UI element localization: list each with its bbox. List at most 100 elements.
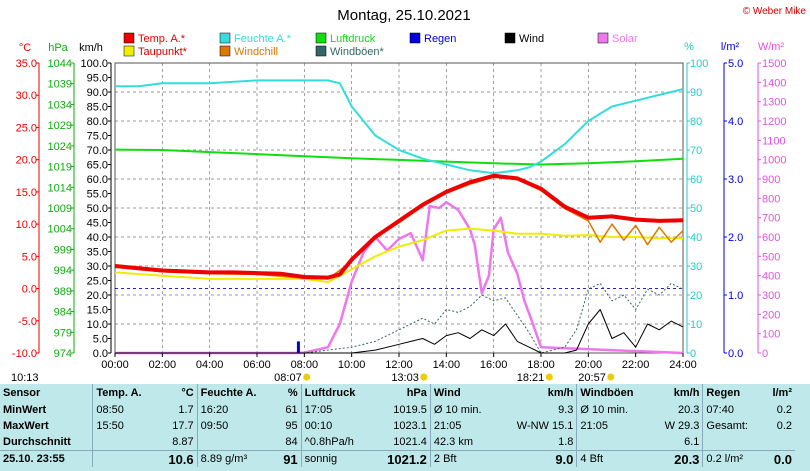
legend-label: Windchill: [234, 46, 278, 58]
wind-axis-tick-label: 10.0: [87, 319, 108, 331]
summary-cell: °C: [181, 387, 194, 399]
summary-cell: 1023.1: [393, 420, 427, 432]
wind-axis-tick-label: 95.0: [87, 73, 108, 85]
wind-axis-tick-label: 40.0: [87, 232, 108, 244]
summary-cell: Windböen: [576, 384, 652, 402]
wind-axis-tick-label: 60.0: [87, 174, 108, 186]
humidity-axis-tick-label: 80: [690, 116, 702, 128]
x-tick-label: 00:00: [101, 359, 129, 371]
summary-cell: 1.8: [558, 436, 574, 448]
wind-axis-tick-label: 0.0: [93, 348, 108, 360]
solar-axis-tick-label: 1200: [762, 116, 786, 128]
rain-axis-tick-label: 4.0: [728, 116, 743, 128]
pressure-axis-tick-label: 1014: [48, 182, 72, 194]
x-tick-label: 20:00: [575, 359, 603, 371]
wind-axis-tick-label: 80.0: [87, 116, 108, 128]
summary-cell: W 29.3: [664, 420, 700, 432]
summary-header-row: Sensor Temp. A. °C Feuchte A.% Luftdruck hPa W…: [0, 384, 795, 402]
pressure-axis-tick-label: 1004: [48, 224, 72, 236]
humidity-axis-tick-label: 70: [690, 145, 702, 157]
wind-axis-tick-label: 15.0: [87, 305, 108, 317]
summary-cell: 0.2: [776, 404, 792, 416]
rain-axis-tick-label: 0.0: [728, 348, 743, 360]
summary-cell: 08:50: [92, 402, 158, 418]
summary-cell: [576, 434, 652, 451]
event-label: 20:57: [578, 372, 606, 384]
x-tick-label: 04:00: [196, 359, 224, 371]
wind-axis-tick-label: 20.0: [87, 290, 108, 302]
wind-axis-tick-label: 50.0: [87, 203, 108, 215]
legend-label: Regen: [424, 33, 456, 45]
summary-cell: Ø 10 min.: [576, 402, 652, 418]
pressure-axis-tick-label: 1039: [48, 79, 72, 91]
summary-cell: 91: [274, 450, 302, 467]
pressure-axis-tick-label: 1009: [48, 203, 72, 215]
summary-row: Durchschnitt 8.87 84 ^0.8hPa/h 1021.4 42.3 km…: [0, 434, 795, 451]
x-tick-label: 14:00: [433, 359, 461, 371]
temp-axis-tick-label: 25.0: [16, 122, 37, 134]
summary-cell: 07:40: [702, 402, 763, 418]
pressure-axis-unit: hPa: [48, 42, 68, 54]
legend-label: Temp. A.*: [138, 33, 186, 45]
summary-cell: l/m²: [772, 387, 792, 399]
summary-cell: 10.6: [157, 450, 198, 467]
legend-swatch: [219, 32, 231, 44]
solar-axis-tick-label: 1000: [762, 155, 786, 167]
summary-cell: 16:20: [196, 402, 275, 418]
temp-axis-tick-label: 20.0: [16, 155, 37, 167]
series-line-luftdruck: [114, 148, 684, 166]
legend-label: Taupunkt*: [138, 46, 188, 58]
summary-cell: MinWert: [3, 404, 47, 416]
summary-cell: 0.2 l/m²: [702, 450, 763, 467]
x-tick-label: 18:00: [527, 359, 555, 371]
series-line-temp-a: [114, 173, 684, 280]
summary-cell: ^0.8hPa/h: [300, 434, 373, 451]
summary-cell: Durchschnitt: [3, 436, 71, 448]
event-label: 10:13: [11, 372, 39, 384]
summary-cell: 21:05: [576, 418, 652, 434]
summary-cell: Wind: [429, 384, 499, 402]
summary-row: 25.10. 23:55 10.6 8.89 g/m³ 91 sonnig 1021.2 2…: [0, 450, 795, 467]
temp-axis-tick-label: 5.0: [22, 251, 37, 263]
summary-cell: 8.87: [172, 436, 194, 448]
legend-swatch: [219, 45, 231, 57]
pressure-axis-tick-label: 984: [54, 307, 72, 319]
summary-cell: Ø 10 min.: [429, 402, 499, 418]
summary-cell: 42.3 km: [429, 434, 499, 451]
pressure-axis-tick-label: 989: [54, 286, 72, 298]
summary-row: MinWert 08:50 1.7 16:20 61 17:05 1019.5 Ø 10 mi…: [0, 402, 795, 418]
summary-cell: 61: [285, 404, 298, 416]
summary-cell: Luftdruck: [300, 384, 373, 402]
solar-axis-tick-label: 1300: [762, 97, 786, 109]
humidity-axis-unit: %: [684, 41, 694, 53]
x-tick-label: 16:00: [480, 359, 508, 371]
humidity-axis-tick-label: 90: [690, 87, 702, 99]
legend-label: Solar: [612, 33, 638, 45]
solar-axis-tick-label: 500: [762, 251, 780, 263]
x-tick-label: 22:00: [622, 359, 650, 371]
solar-axis-tick-label: 200: [762, 309, 780, 321]
summary-cell: 17:05: [300, 402, 373, 418]
summary-cell: %: [287, 387, 298, 399]
temp-axis-unit: °C: [19, 42, 31, 54]
x-tick-label: 02:00: [149, 359, 177, 371]
summary-cell: 4 Bft: [576, 450, 652, 467]
summary-cell: 1.7: [178, 404, 194, 416]
summary-cell: 0.0: [762, 450, 795, 467]
humidity-axis-tick-label: 0: [690, 348, 696, 360]
sun-event-icon: [607, 373, 615, 381]
pressure-axis-tick-label: 1029: [48, 120, 72, 132]
temp-axis-tick-label: 35.0: [16, 58, 37, 70]
summary-cell: km/h: [673, 387, 700, 399]
summary-cell: 00:10: [300, 418, 373, 434]
series-line-solar: [115, 200, 684, 355]
solar-axis-tick-label: 900: [762, 174, 780, 186]
x-tick-label: 10:00: [338, 359, 366, 371]
summary-cell: 1021.4: [393, 436, 427, 448]
wind-axis-tick-label: 100.0: [80, 58, 108, 70]
copyright-label: © Weber Mike: [743, 6, 807, 17]
wind-axis-tick-label: 30.0: [87, 261, 108, 273]
sun-event-icon: [303, 373, 311, 381]
summary-cell: Feuchte A.: [196, 384, 275, 402]
